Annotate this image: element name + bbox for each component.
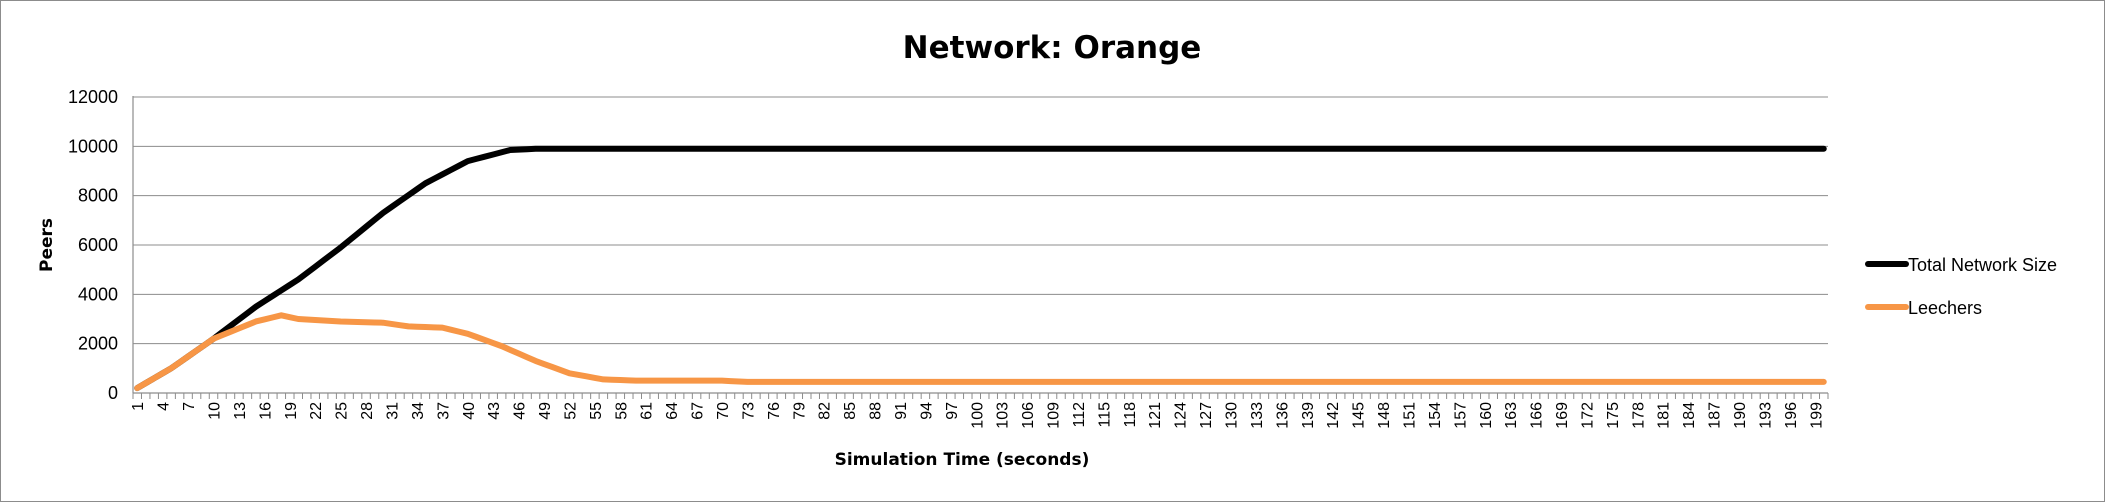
y-tick-label: 10000 <box>68 136 118 156</box>
x-tick-label: 1 <box>130 402 147 411</box>
x-tick-label: 97 <box>944 402 961 420</box>
x-tick-label: 70 <box>715 402 732 420</box>
x-tick-label: 13 <box>232 402 249 420</box>
x-tick-label: 25 <box>334 402 351 420</box>
x-axis-ticks: 1 4 7 10 13 16 19 22 25 28 31 34 37 40 43 46 49 52 55 58 61 6… <box>130 393 1829 429</box>
x-tick-label: 82 <box>817 402 834 420</box>
x-tick-label: 196 <box>1783 402 1800 429</box>
x-tick-label: 157 <box>1452 402 1469 429</box>
y-axis-ticks: 0 2000 4000 6000 8000 10000 12000 <box>68 87 118 403</box>
x-tick-label: 79 <box>791 402 808 420</box>
x-tick-label: 28 <box>359 402 376 420</box>
x-tick-label: 34 <box>410 402 427 420</box>
x-tick-label: 154 <box>1427 402 1444 429</box>
x-tick-label: 187 <box>1707 402 1724 429</box>
chart-title: Network: Orange <box>903 30 1202 66</box>
x-tick-label: 40 <box>461 402 478 420</box>
x-tick-label: 88 <box>868 402 885 420</box>
x-tick-label: 103 <box>995 402 1012 429</box>
y-tick-label: 8000 <box>78 186 118 206</box>
x-tick-label: 181 <box>1656 402 1673 429</box>
x-tick-label: 136 <box>1274 402 1291 429</box>
x-tick-label: 133 <box>1249 402 1266 429</box>
x-tick-label: 160 <box>1478 402 1495 429</box>
x-tick-label: 178 <box>1630 402 1647 429</box>
x-tick-label: 76 <box>766 402 783 420</box>
y-tick-label: 12000 <box>68 87 118 107</box>
x-tick-label: 139 <box>1300 402 1317 429</box>
x-tick-label: 169 <box>1554 402 1571 429</box>
x-tick-label: 16 <box>257 402 274 420</box>
x-tick-label: 49 <box>537 402 554 420</box>
x-tick-label: 55 <box>588 402 605 420</box>
x-tick-label: 58 <box>613 402 630 420</box>
gridlines <box>132 96 1828 394</box>
x-tick-label: 115 <box>1096 402 1113 428</box>
x-tick-label: 172 <box>1579 402 1596 429</box>
x-tick-label: 73 <box>740 402 757 420</box>
x-tick-label: 91 <box>893 402 910 420</box>
x-tick-label: 175 <box>1605 402 1622 429</box>
legend-label: Total Network Size <box>1908 255 2057 275</box>
y-tick-label: 6000 <box>78 235 118 255</box>
x-tick-label: 61 <box>639 402 656 420</box>
x-tick-label: 106 <box>1020 402 1037 429</box>
x-tick-label: 127 <box>1198 402 1215 429</box>
y-axis-title: Peers <box>37 218 57 272</box>
series-line <box>134 145 1827 392</box>
x-tick-label: 130 <box>1224 402 1241 429</box>
x-tick-label: 121 <box>1147 402 1164 429</box>
x-tick-label: 163 <box>1503 402 1520 429</box>
y-tick-label: 0 <box>108 383 118 403</box>
legend: Total Network Size Leechers <box>1865 255 2057 318</box>
x-tick-label: 43 <box>486 402 503 420</box>
x-tick-label: 109 <box>1046 402 1063 429</box>
x-tick-label: 142 <box>1325 402 1342 429</box>
x-tick-label: 118 <box>1122 402 1139 428</box>
x-tick-label: 193 <box>1757 402 1774 429</box>
x-tick-label: 94 <box>918 402 935 420</box>
x-tick-label: 100 <box>969 402 986 429</box>
x-tick-label: 148 <box>1376 402 1393 429</box>
x-tick-label: 67 <box>690 402 707 420</box>
x-tick-label: 112 <box>1071 402 1088 428</box>
x-tick-label: 85 <box>842 402 859 420</box>
x-tick-label: 37 <box>435 402 452 420</box>
x-tick-label: 166 <box>1529 402 1546 429</box>
x-tick-label: 151 <box>1401 402 1418 429</box>
x-tick-label: 145 <box>1351 402 1368 429</box>
x-tick-label: 124 <box>1173 402 1190 429</box>
x-tick-label: 199 <box>1808 402 1825 429</box>
legend-label: Leechers <box>1908 298 1982 318</box>
x-axis-title: Simulation Time (seconds) <box>835 450 1090 470</box>
y-tick-label: 4000 <box>78 284 118 304</box>
x-tick-label: 64 <box>664 402 681 420</box>
x-tick-label: 190 <box>1732 402 1749 429</box>
x-tick-label: 52 <box>562 402 579 420</box>
x-tick-label: 10 <box>207 402 224 420</box>
x-tick-label: 184 <box>1681 402 1698 429</box>
y-tick-label: 2000 <box>78 334 118 354</box>
series-layer <box>134 145 1827 392</box>
series-line <box>134 312 1827 392</box>
x-tick-label: 19 <box>283 402 300 420</box>
x-tick-label: 7 <box>181 402 198 411</box>
x-tick-label: 4 <box>156 402 173 411</box>
x-tick-label: 31 <box>384 402 401 420</box>
x-tick-label: 46 <box>512 402 529 420</box>
x-tick-label: 22 <box>308 402 325 420</box>
